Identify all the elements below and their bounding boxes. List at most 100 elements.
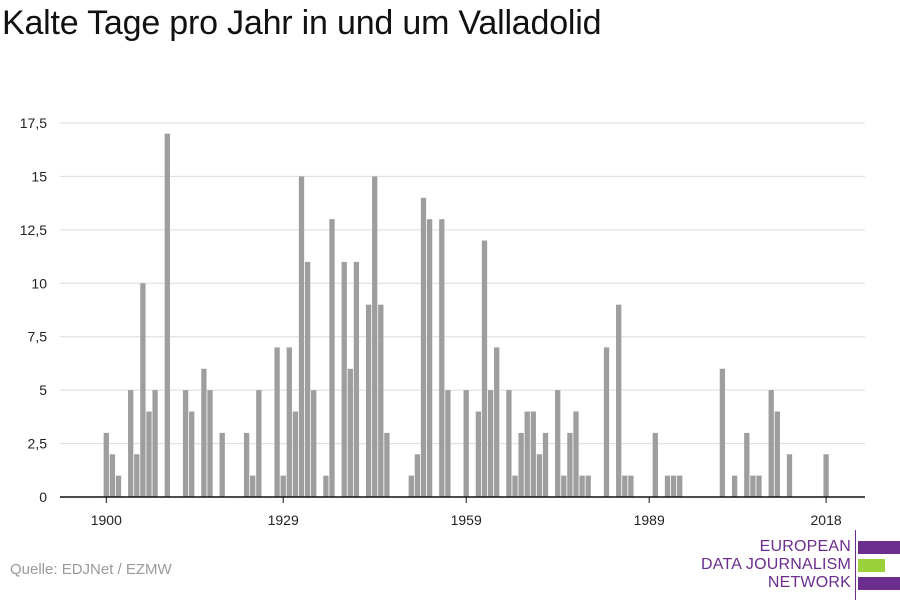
bar	[426, 219, 433, 497]
bar	[536, 454, 543, 497]
bar	[408, 475, 414, 497]
y-tick-label: 5	[39, 382, 47, 398]
bar	[372, 176, 378, 497]
bar	[378, 304, 384, 497]
x-tick-label: 2018	[811, 512, 842, 528]
x-tick-label: 1959	[451, 512, 482, 528]
bar	[384, 432, 390, 497]
bar	[750, 475, 756, 497]
bar	[542, 432, 549, 497]
bar	[152, 390, 158, 497]
bar	[207, 390, 213, 497]
bar	[786, 454, 793, 497]
bar	[719, 368, 726, 497]
bar	[347, 368, 353, 497]
bar	[201, 368, 207, 497]
x-axis	[60, 496, 865, 503]
bar	[414, 454, 421, 497]
y-tick-label: 7,5	[28, 329, 48, 345]
logo-divider	[855, 530, 856, 600]
bar	[664, 475, 671, 497]
y-axis-tick-labels: 0 2,5 5 7,5 10 12,5 15 17,5	[20, 115, 47, 505]
bar	[420, 197, 427, 498]
logo-bar-purple-bottom	[858, 577, 900, 590]
bar	[475, 411, 482, 497]
x-tick-label: 1989	[634, 512, 665, 528]
bar	[512, 475, 518, 497]
bar	[365, 304, 372, 497]
bar	[280, 475, 286, 497]
bar	[579, 475, 585, 497]
logo-line-network: NETWORK	[767, 574, 851, 591]
edjnet-logo: EUROPEAN DATA JOURNALISM NETWORK	[700, 530, 900, 600]
logo-bar-green	[858, 559, 885, 572]
source-note: Quelle: EDJNet / EZMW	[10, 561, 172, 578]
bar	[506, 390, 512, 497]
gridlines	[60, 122, 865, 445]
y-tick-label: 17,5	[20, 115, 47, 131]
bar	[109, 454, 116, 497]
bar	[189, 411, 195, 497]
y-tick-label: 0	[39, 489, 47, 505]
bar	[616, 304, 622, 497]
bar	[445, 390, 451, 497]
bar	[243, 432, 250, 497]
bar	[274, 347, 280, 497]
bar	[182, 390, 189, 497]
bar	[823, 454, 829, 497]
bar	[219, 432, 225, 497]
bar	[134, 454, 140, 497]
bar	[298, 176, 305, 497]
bar	[323, 475, 329, 497]
bar	[744, 432, 750, 497]
bar	[768, 390, 774, 497]
bar	[652, 432, 658, 497]
x-axis-tick-labels: 1900 1929 1959 1989 2018	[91, 512, 842, 528]
logo-bar-purple-top	[858, 541, 900, 554]
bar	[756, 475, 762, 497]
bar	[311, 390, 317, 497]
y-tick-label: 15	[31, 168, 47, 184]
bar	[628, 475, 634, 497]
logo-line-european: EUROPEAN	[759, 538, 851, 555]
bar	[304, 261, 311, 497]
bar	[463, 390, 469, 497]
bar	[250, 475, 256, 497]
bar	[731, 475, 738, 497]
y-tick-label: 12,5	[20, 222, 47, 238]
bar	[494, 347, 500, 497]
bar	[329, 219, 335, 497]
bar	[341, 261, 347, 497]
bars	[103, 133, 829, 498]
bar	[573, 411, 579, 497]
bar	[774, 411, 780, 497]
bar	[524, 411, 530, 497]
logo-line-data-journalism: DATA JOURNALISM	[701, 556, 851, 573]
x-tick-label: 1929	[268, 512, 299, 528]
chart-title: Kalte Tage pro Jahr in und um Valladolid	[2, 4, 602, 42]
bar	[567, 432, 573, 497]
bar	[585, 475, 591, 497]
bar	[128, 390, 134, 497]
bar	[115, 475, 122, 497]
bar	[353, 261, 360, 497]
y-tick-label: 10	[31, 275, 47, 291]
bar	[603, 347, 610, 497]
bar	[292, 411, 299, 497]
x-tick-label: 1900	[91, 512, 122, 528]
bar	[487, 390, 494, 497]
y-tick-label: 2,5	[28, 436, 48, 452]
bar	[164, 133, 170, 497]
bar	[481, 240, 488, 498]
bar	[677, 475, 683, 497]
bar	[555, 390, 561, 497]
bar	[256, 390, 262, 497]
bar	[518, 432, 524, 497]
bar	[439, 219, 445, 497]
bar	[140, 283, 146, 497]
bar	[670, 475, 677, 497]
bar	[103, 432, 109, 497]
bar	[561, 475, 567, 497]
bar	[530, 411, 536, 497]
